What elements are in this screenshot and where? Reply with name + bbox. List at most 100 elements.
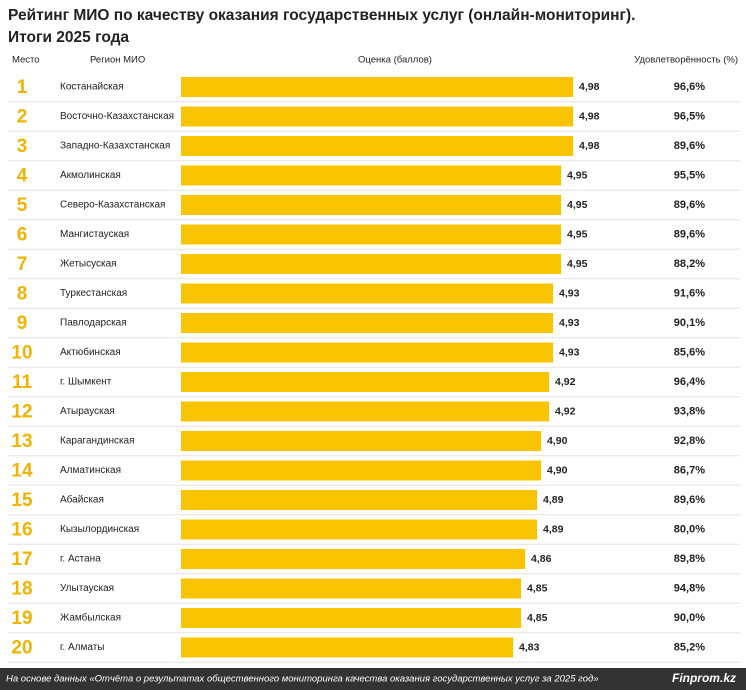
rank: 20 — [11, 638, 32, 659]
column-header: Регион МИО — [90, 55, 145, 66]
satisfaction-label: 86,7% — [674, 464, 705, 476]
rank: 9 — [17, 313, 28, 334]
rank: 5 — [17, 195, 28, 216]
bar — [181, 254, 561, 274]
value-label: 4,95 — [567, 169, 588, 181]
column-header: Место — [12, 55, 40, 66]
bar — [181, 490, 537, 510]
satisfaction-label: 90,0% — [674, 612, 705, 624]
satisfaction-label: 89,6% — [674, 228, 705, 240]
region-label: Жамбылская — [60, 612, 121, 624]
value-label: 4,92 — [555, 405, 576, 417]
region-label: Алматинская — [60, 465, 121, 476]
rank: 7 — [17, 254, 28, 275]
region-label: Кызылординская — [60, 524, 139, 535]
region-label: Абайская — [60, 494, 104, 506]
region-label: Акмолинская — [60, 170, 121, 181]
rank: 4 — [17, 166, 28, 187]
chart-subtitle: Итоги 2025 года — [8, 29, 129, 46]
region-label: г. Алматы — [60, 642, 104, 653]
rank: 10 — [11, 343, 32, 364]
region-label: Карагандинская — [60, 436, 135, 447]
rank: 18 — [11, 579, 32, 600]
value-label: 4,95 — [567, 228, 588, 240]
rank: 1 — [17, 77, 28, 98]
region-label: Улытауская — [60, 583, 114, 594]
rank: 3 — [17, 136, 28, 157]
rank: 8 — [17, 284, 28, 305]
region-label: Туркестанская — [60, 288, 127, 299]
region-label: Павлодарская — [60, 318, 127, 329]
region-label: Актюбинская — [60, 346, 121, 358]
rank: 14 — [11, 461, 33, 482]
bar — [181, 136, 573, 156]
satisfaction-label: 85,2% — [674, 641, 705, 653]
satisfaction-label: 92,8% — [674, 435, 705, 447]
bar — [181, 106, 573, 127]
rank: 17 — [11, 549, 32, 570]
region-label: Восточно-Казахстанская — [60, 111, 174, 122]
value-label: 4,89 — [543, 494, 564, 506]
value-label: 4,90 — [547, 464, 568, 476]
value-label: 4,89 — [543, 523, 564, 535]
satisfaction-label: 96,5% — [674, 110, 705, 122]
value-label: 4,95 — [567, 199, 588, 211]
bar — [181, 77, 573, 97]
bar — [181, 460, 541, 481]
value-label: 4,93 — [559, 317, 580, 329]
region-label: Мангистауская — [60, 229, 129, 240]
satisfaction-label: 89,8% — [674, 553, 705, 565]
rank: 16 — [11, 520, 32, 541]
satisfaction-label: 89,6% — [674, 494, 705, 506]
chart-title: Рейтинг МИО по качеству оказания государ… — [8, 7, 635, 24]
satisfaction-label: 95,5% — [674, 169, 705, 181]
satisfaction-label: 96,6% — [674, 81, 705, 93]
bar — [181, 224, 561, 245]
rank: 12 — [11, 402, 32, 423]
satisfaction-label: 89,6% — [674, 140, 705, 152]
satisfaction-label: 80,0% — [674, 523, 705, 535]
bar — [181, 608, 521, 628]
satisfaction-label: 90,1% — [674, 317, 705, 329]
rank: 2 — [17, 107, 28, 128]
bar — [181, 195, 561, 215]
brand: Finprom.kz — [672, 671, 736, 685]
value-label: 4,83 — [519, 641, 540, 653]
value-label: 4,86 — [531, 553, 552, 565]
region-label: Жетысуская — [60, 259, 117, 270]
bar — [181, 283, 553, 304]
region-label: г. Шымкент — [60, 377, 112, 388]
bar — [181, 313, 553, 333]
source-note: На основе данных «Отчёта о результатах о… — [6, 674, 599, 685]
value-label: 4,93 — [559, 287, 580, 299]
bar — [181, 372, 549, 392]
value-label: 4,98 — [579, 81, 600, 93]
satisfaction-label: 93,8% — [674, 405, 705, 417]
value-label: 4,85 — [527, 612, 548, 624]
bar — [181, 519, 537, 540]
satisfaction-label: 96,4% — [674, 376, 705, 388]
value-label: 4,90 — [547, 435, 568, 447]
column-header: Оценка (баллов) — [358, 55, 432, 66]
value-label: 4,95 — [567, 258, 588, 270]
bar — [181, 578, 521, 599]
region-label: Атырауская — [60, 406, 115, 417]
satisfaction-label: 88,2% — [674, 258, 705, 270]
footer-bar — [0, 668, 746, 690]
satisfaction-label: 91,6% — [674, 287, 705, 299]
satisfaction-label: 89,6% — [674, 199, 705, 211]
region-label: Костанайская — [60, 82, 124, 93]
rank: 13 — [11, 431, 32, 452]
value-label: 4,85 — [527, 582, 548, 594]
bar — [181, 549, 525, 569]
region-label: г. Астана — [60, 554, 101, 565]
region-label: Северо-Казахстанская — [60, 200, 165, 211]
rank: 11 — [12, 372, 33, 393]
rank: 6 — [17, 225, 28, 246]
bar — [181, 637, 513, 658]
satisfaction-label: 94,8% — [674, 582, 705, 594]
bar — [181, 401, 549, 422]
bar — [181, 431, 541, 451]
